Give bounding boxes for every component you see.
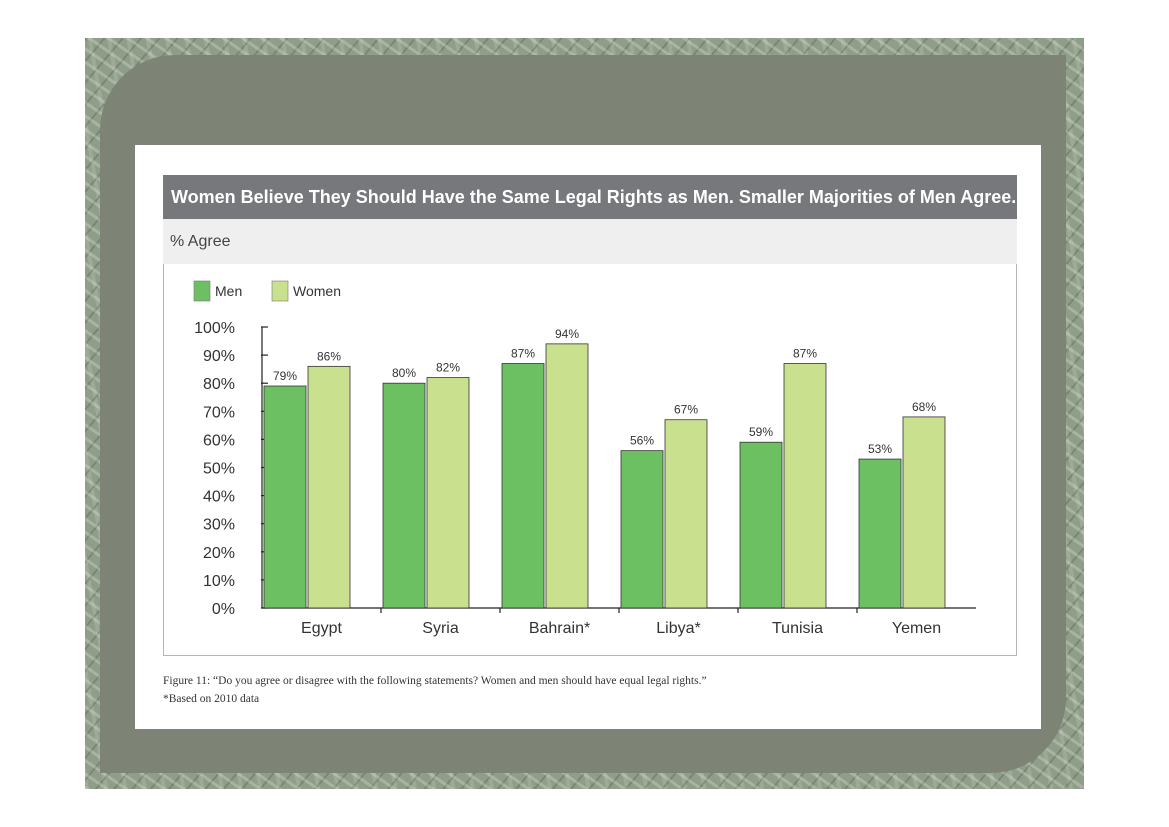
bar-men-5: [858, 458, 902, 609]
legend-swatch-women: [271, 280, 289, 302]
bar-label: 87%: [511, 347, 535, 361]
bar-label: 82%: [436, 361, 460, 375]
y-tick-label: 30%: [203, 517, 235, 534]
y-tick-label: 0%: [212, 601, 235, 618]
bar-label: 68%: [912, 400, 936, 414]
chart-subtitle: % Agree: [163, 219, 1017, 264]
legend-label-men: Men: [215, 283, 242, 299]
bar-women-3: [664, 419, 708, 609]
chart-area: Men Women 0% 10% 20% 30% 40% 50% 60% 70% 80% 90% 100…: [163, 264, 1017, 656]
y-tick-label: 80%: [203, 376, 235, 393]
bar-label: 94%: [555, 327, 579, 341]
x-tick-label: Yemen: [892, 620, 941, 637]
bar-women-5: [902, 416, 946, 609]
x-tick-label: Libya*: [656, 620, 700, 637]
bar-label: 86%: [317, 349, 341, 363]
bar-women-4: [783, 363, 827, 609]
y-tick-label: 10%: [203, 573, 235, 590]
caption-text: Figure 11: “Do you agree or disagree wit…: [163, 675, 707, 687]
bar-label: 80%: [392, 366, 416, 380]
y-tick-label: 70%: [203, 404, 235, 421]
bar-women-0: [307, 365, 351, 609]
bar-label: 87%: [793, 347, 817, 361]
y-tick-label: 20%: [203, 545, 235, 562]
x-tick-label: Syria: [422, 620, 459, 637]
legend-swatch-men: [193, 280, 211, 302]
bar-women-2: [545, 343, 589, 609]
bar-label: 79%: [273, 369, 297, 383]
caption-note: *Based on 2010 data: [163, 693, 260, 705]
x-tick-label: Bahrain*: [529, 620, 590, 637]
y-tick-label: 50%: [203, 461, 235, 478]
bar-women-1: [426, 377, 470, 609]
figure-caption: Figure 11: “Do you agree or disagree wit…: [163, 672, 1023, 708]
y-tick-label: 60%: [203, 432, 235, 449]
bar-chart: Men Women 0% 10% 20% 30% 40% 50% 60% 70% 80% 90% 100…: [193, 280, 976, 637]
bar-men-3: [620, 450, 664, 609]
bar-label: 59%: [749, 425, 773, 439]
chart-title: Women Believe They Should Have the Same …: [163, 175, 1017, 219]
legend-label-women: Women: [293, 283, 341, 299]
x-tick-label: Egypt: [301, 620, 342, 637]
x-tick-label: Tunisia: [772, 620, 823, 637]
y-tick-label: 90%: [203, 348, 235, 365]
y-tick-label: 40%: [203, 489, 235, 506]
bar-label: 53%: [868, 442, 892, 456]
bar-men-1: [382, 382, 426, 609]
bar-label: 67%: [674, 403, 698, 417]
bar-men-0: [263, 385, 307, 609]
y-tick-label: 100%: [194, 320, 235, 337]
bar-label: 56%: [630, 434, 654, 448]
bar-men-2: [501, 363, 545, 609]
bar-men-4: [739, 441, 783, 609]
